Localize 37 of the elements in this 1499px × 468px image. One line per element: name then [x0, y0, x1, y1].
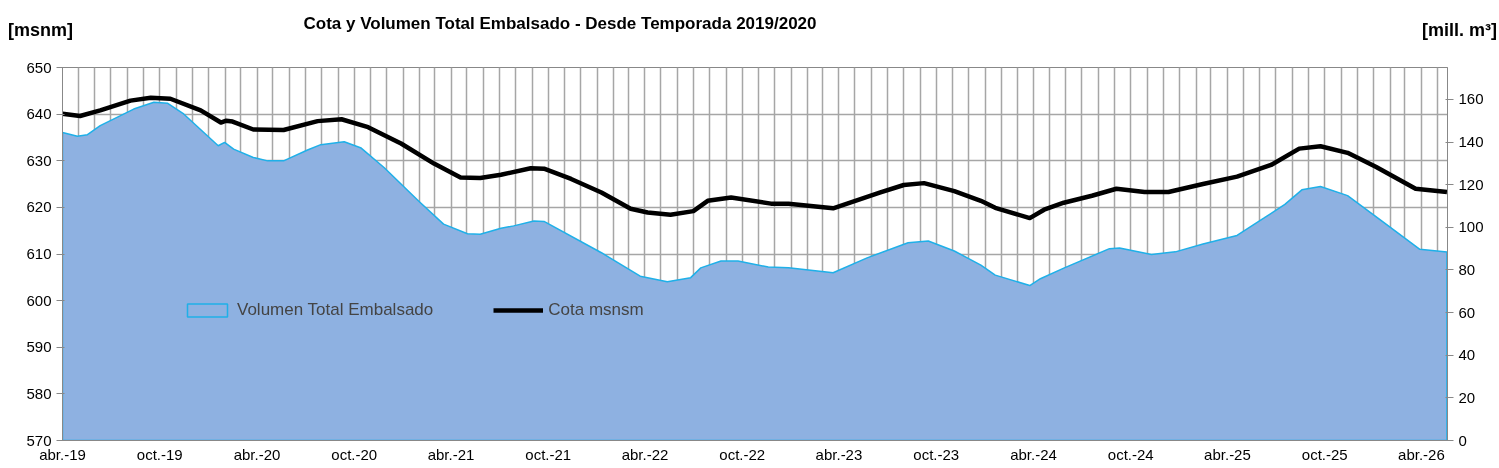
- x-tick-label: abr.-25: [1204, 445, 1251, 463]
- y2-tick-label: 0: [1458, 431, 1467, 449]
- y2-tick-label: 60: [1458, 303, 1476, 321]
- y-tick-label: 640: [26, 105, 52, 123]
- y-tick-label: 590: [26, 338, 52, 356]
- y2-axis-title: [mill. m³]: [1422, 19, 1497, 42]
- y2-tick-label: 100: [1458, 218, 1484, 236]
- x-tick-label: abr.-21: [427, 445, 475, 463]
- x-tick-label: oct.-23: [913, 445, 960, 463]
- series-label: Volumen Total Embalsado: [237, 300, 434, 320]
- x-tick-label: oct.-19: [136, 445, 183, 463]
- y2-tick-label: 20: [1458, 388, 1476, 406]
- y-tick-label: 620: [26, 198, 52, 216]
- y-tick-label: 650: [26, 58, 52, 76]
- y-tick-label: 610: [26, 245, 52, 262]
- y2-tick-label: 160: [1458, 90, 1484, 108]
- x-tick-label: oct.-22: [719, 445, 766, 463]
- y2-tick-label: 120: [1458, 175, 1484, 193]
- y-tick-label: 580: [26, 384, 52, 402]
- y2-tick-label: 80: [1458, 260, 1476, 278]
- y-axis-title: [msnm]: [8, 19, 74, 42]
- x-tick-label: abr.-22: [621, 445, 669, 463]
- legend-label: Cota msnsm: [548, 300, 644, 320]
- x-tick-label: abr.-26: [1398, 445, 1445, 463]
- x-tick-label: oct.-25: [1301, 445, 1348, 463]
- y-tick-label: 600: [26, 291, 52, 309]
- x-tick-label: abr.-20: [233, 445, 281, 463]
- x-tick-label: oct.-20: [331, 445, 378, 463]
- x-tick-label: oct.-24: [1107, 445, 1154, 463]
- x-tick-label: oct.-21: [525, 445, 572, 463]
- y2-tick-label: 40: [1458, 346, 1476, 364]
- chart-title: Cota y Volumen Total Embalsado - Desde Temporada 2019/2020: [302, 13, 818, 35]
- y2-tick-label: 140: [1458, 133, 1484, 151]
- x-tick-label: abr.-24: [1010, 445, 1057, 463]
- y-tick-label: 630: [26, 151, 52, 169]
- line-series: [62, 95, 1448, 221]
- x-tick-label: abr.-23: [815, 445, 863, 463]
